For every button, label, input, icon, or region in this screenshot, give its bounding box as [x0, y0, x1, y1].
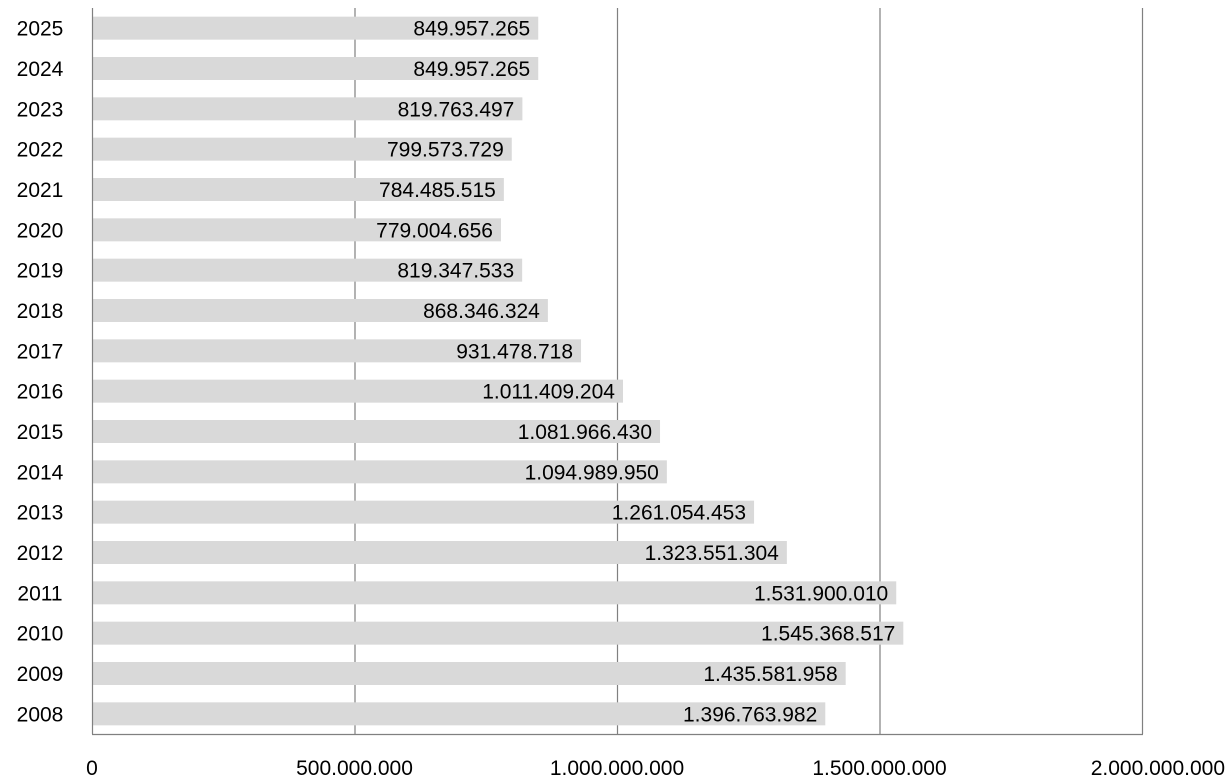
category-label-2024: 2024	[17, 58, 64, 81]
bar-2025	[92, 16, 539, 40]
category-label-2010: 2010	[17, 623, 64, 646]
data-label-2020: 779.004.656	[376, 219, 493, 242]
bar-2014	[92, 460, 667, 484]
bar-2024	[92, 57, 539, 80]
data-label-2017: 931.478.718	[456, 340, 573, 363]
data-label-2023: 819.763.497	[398, 98, 515, 121]
category-label-2011: 2011	[17, 582, 62, 605]
bar-2018	[92, 299, 548, 322]
category-label-2008: 2008	[17, 703, 64, 726]
data-label-2009: 1.435.581.958	[703, 663, 837, 686]
category-label-2009: 2009	[17, 663, 64, 686]
bar-2010	[92, 621, 904, 645]
bar-2021	[92, 178, 504, 201]
data-label-2015: 1.081.966.430	[518, 421, 652, 444]
data-label-2011: 1.531.900.010	[754, 582, 888, 605]
category-label-2017: 2017	[17, 340, 64, 363]
data-label-2024: 849.957.265	[413, 58, 530, 81]
category-label-2021: 2021	[17, 179, 64, 202]
category-label-2013: 2013	[17, 502, 64, 525]
category-label-2012: 2012	[17, 542, 64, 565]
axes	[91, 8, 1143, 736]
category-label-2014: 2014	[17, 461, 64, 484]
bar-2023	[92, 97, 523, 121]
data-label-2008: 1.396.763.982	[683, 703, 817, 726]
category-label-2023: 2023	[17, 98, 64, 121]
data-label-2016: 1.011.409.204	[482, 381, 615, 404]
category-label-2020: 2020	[17, 219, 64, 242]
labels: 849.957.265 2025 849.957.265 2024 819.763.49…	[17, 18, 1225, 780]
bar-2020	[92, 218, 501, 242]
data-label-2022: 799.573.729	[387, 139, 504, 162]
x-tick-label: 1.500.000.000	[812, 757, 946, 780]
bar-2016	[92, 379, 623, 403]
category-label-2019: 2019	[17, 260, 64, 283]
gridlines	[354, 8, 1144, 734]
data-label-2014: 1.094.989.950	[525, 461, 659, 484]
category-label-2022: 2022	[17, 139, 64, 162]
bar-2008	[92, 702, 826, 726]
data-label-2019: 819.347.533	[397, 260, 514, 283]
data-label-2013: 1.261.054.453	[612, 502, 746, 525]
data-label-2018: 868.346.324	[423, 300, 540, 323]
bar-2017	[92, 339, 582, 363]
bar-2015	[92, 420, 661, 443]
data-label-2012: 1.323.551.304	[645, 542, 780, 565]
x-tick-label: 0	[86, 757, 98, 780]
bar-2009	[92, 662, 846, 685]
bar-2022	[92, 137, 512, 161]
data-label-2025: 849.957.265	[413, 18, 530, 41]
bar-2019	[92, 258, 523, 282]
bar-2012	[92, 541, 787, 564]
x-tick-label: 500.000.000	[296, 757, 413, 780]
x-tick-label: 2.000.000.000	[1091, 757, 1225, 780]
category-label-2025: 2025	[17, 18, 64, 41]
bar-2013	[92, 500, 755, 524]
x-tick-label: 1.000.000.000	[550, 757, 684, 780]
data-label-2010: 1.545.368.517	[761, 623, 895, 646]
data-label-2021: 784.485.515	[379, 179, 496, 202]
category-label-2016: 2016	[17, 381, 64, 404]
bars	[92, 16, 904, 726]
bar-2011	[92, 581, 897, 605]
category-label-2018: 2018	[17, 300, 64, 323]
category-label-2015: 2015	[17, 421, 64, 444]
